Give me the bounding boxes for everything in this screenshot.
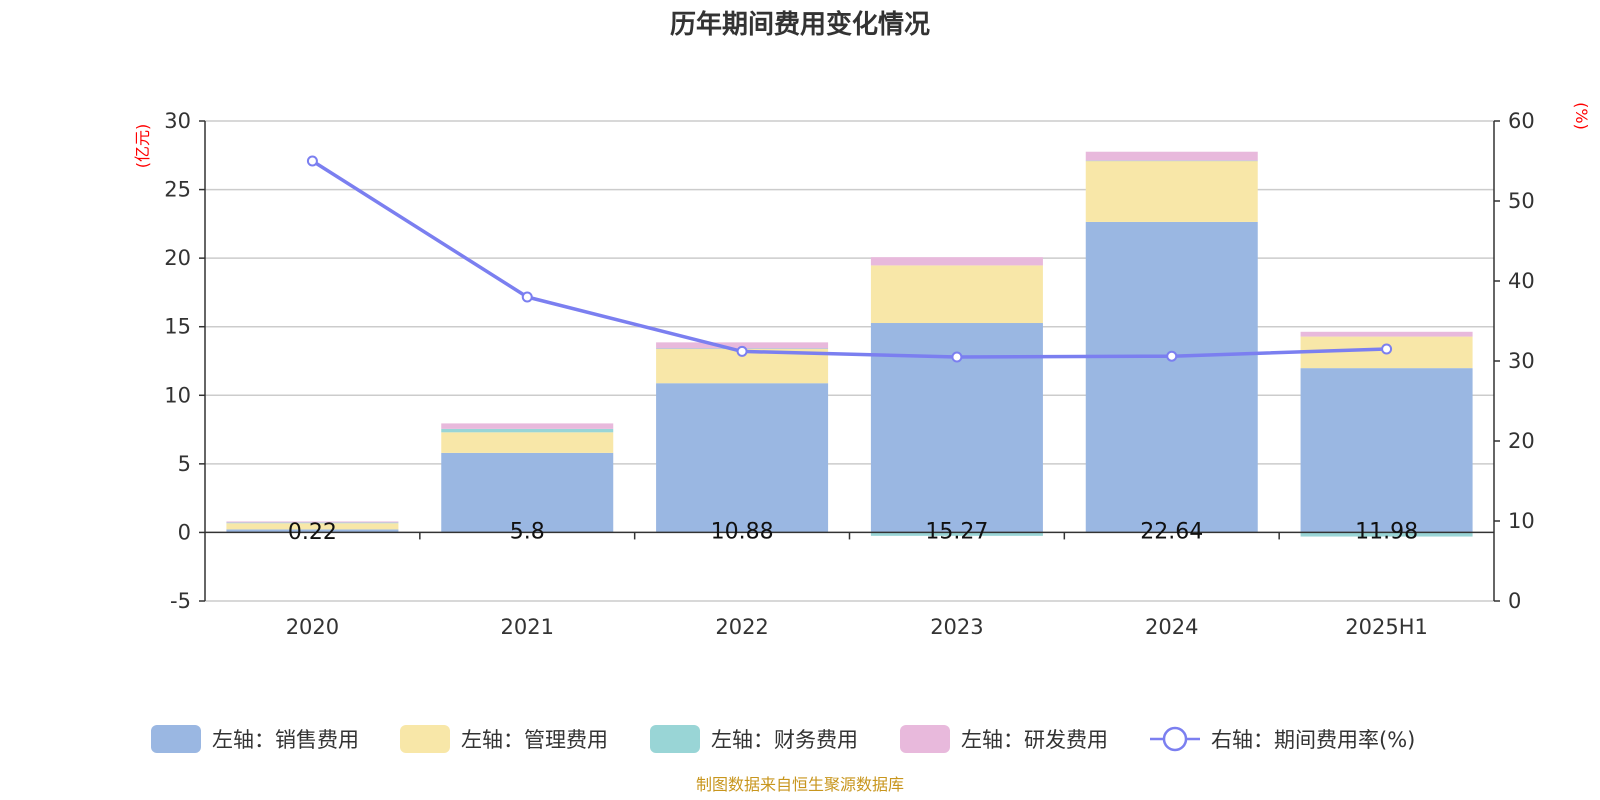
data-label: 10.88 xyxy=(711,519,774,544)
left-tick-label: 5 xyxy=(178,452,191,476)
legend-label: 左轴：财务费用 xyxy=(711,728,858,752)
grid-layer xyxy=(205,120,1494,602)
category-label: 2024 xyxy=(1145,615,1198,639)
category-label: 2025H1 xyxy=(1345,615,1428,639)
bar-segment xyxy=(226,522,399,524)
bar-segment xyxy=(226,523,399,530)
right-tick-label: 0 xyxy=(1508,589,1521,613)
category-label: 2021 xyxy=(501,615,554,639)
right-tick-label: 40 xyxy=(1508,269,1535,293)
bar-layer xyxy=(226,151,1473,537)
bar-segment xyxy=(226,529,399,533)
left-tick-label: 30 xyxy=(164,109,191,133)
data-label: 11.98 xyxy=(1355,519,1418,544)
right-tick-label: 60 xyxy=(1508,109,1535,133)
label-layer: 0.22 5.8 10.88 15.27 22.64 11.98 xyxy=(288,519,1418,544)
category-label: 2020 xyxy=(286,615,339,639)
left-tick-label: -5 xyxy=(170,589,191,613)
bar-segment xyxy=(1085,221,1258,533)
left-axis-unit: (亿元) xyxy=(133,124,152,169)
axis-layer: -5 0 5 10 15 20 25 30 0 10 20 30 40 50 60 2020 2021 2022 2… xyxy=(164,109,1534,639)
line-series xyxy=(311,159,1387,359)
right-tick-label: 30 xyxy=(1508,349,1535,373)
line-point xyxy=(736,345,748,357)
right-tick-label: 10 xyxy=(1508,509,1535,533)
source-note: 制图数据来自恒生聚源数据库 xyxy=(696,775,904,794)
line-point xyxy=(1166,350,1178,362)
left-tick-label: 15 xyxy=(164,315,191,339)
bar-segment xyxy=(1085,160,1258,162)
bar-segment xyxy=(656,383,829,533)
bar-segment xyxy=(1085,160,1258,222)
legend-swatch xyxy=(650,725,700,753)
bar-segment xyxy=(1300,532,1473,537)
bar-segment xyxy=(226,521,399,523)
bar-segment xyxy=(441,423,614,429)
bar-segment xyxy=(441,428,614,433)
line-point xyxy=(306,155,318,167)
line-point xyxy=(521,291,533,303)
bar-segment xyxy=(870,265,1043,324)
line-layer xyxy=(306,155,1393,363)
chart-title: 历年期间费用变化情况 xyxy=(670,9,930,40)
left-tick-label: 20 xyxy=(164,246,191,270)
legend-label: 左轴：销售费用 xyxy=(212,728,359,752)
legend-label: 右轴：期间费用率(%) xyxy=(1211,728,1415,752)
data-label: 0.22 xyxy=(288,520,337,545)
legend-swatch xyxy=(151,725,201,753)
right-tick-label: 50 xyxy=(1508,189,1535,213)
legend-swatch xyxy=(400,725,450,753)
right-tick-label: 20 xyxy=(1508,429,1535,453)
right-axis-unit: (%) xyxy=(1572,102,1591,130)
legend-label: 左轴：管理费用 xyxy=(461,728,608,752)
data-label: 5.8 xyxy=(510,519,545,544)
left-tick-label: 10 xyxy=(164,383,191,407)
bar-segment xyxy=(1300,368,1473,533)
legend: 左轴：销售费用 左轴：管理费用 左轴：财务费用 左轴：研发费用 右轴：期间费用率(%) xyxy=(151,725,1415,753)
category-label: 2023 xyxy=(930,615,983,639)
legend-swatch xyxy=(900,725,950,753)
bar-segment xyxy=(441,432,614,453)
bar-segment xyxy=(870,532,1043,536)
line-point xyxy=(1381,343,1393,355)
bar-segment xyxy=(870,257,1043,266)
legend-marker xyxy=(1162,726,1188,752)
data-label: 15.27 xyxy=(925,519,988,544)
data-label: 22.64 xyxy=(1140,519,1203,544)
category-label: 2022 xyxy=(715,615,768,639)
bar-segment xyxy=(1300,331,1473,337)
bar-segment xyxy=(656,342,829,349)
legend-label: 左轴：研发费用 xyxy=(961,728,1108,752)
line-point xyxy=(951,351,963,363)
bar-segment xyxy=(1085,151,1258,161)
left-tick-label: 25 xyxy=(164,178,191,202)
left-tick-label: 0 xyxy=(178,520,191,544)
bar-segment xyxy=(441,452,614,533)
